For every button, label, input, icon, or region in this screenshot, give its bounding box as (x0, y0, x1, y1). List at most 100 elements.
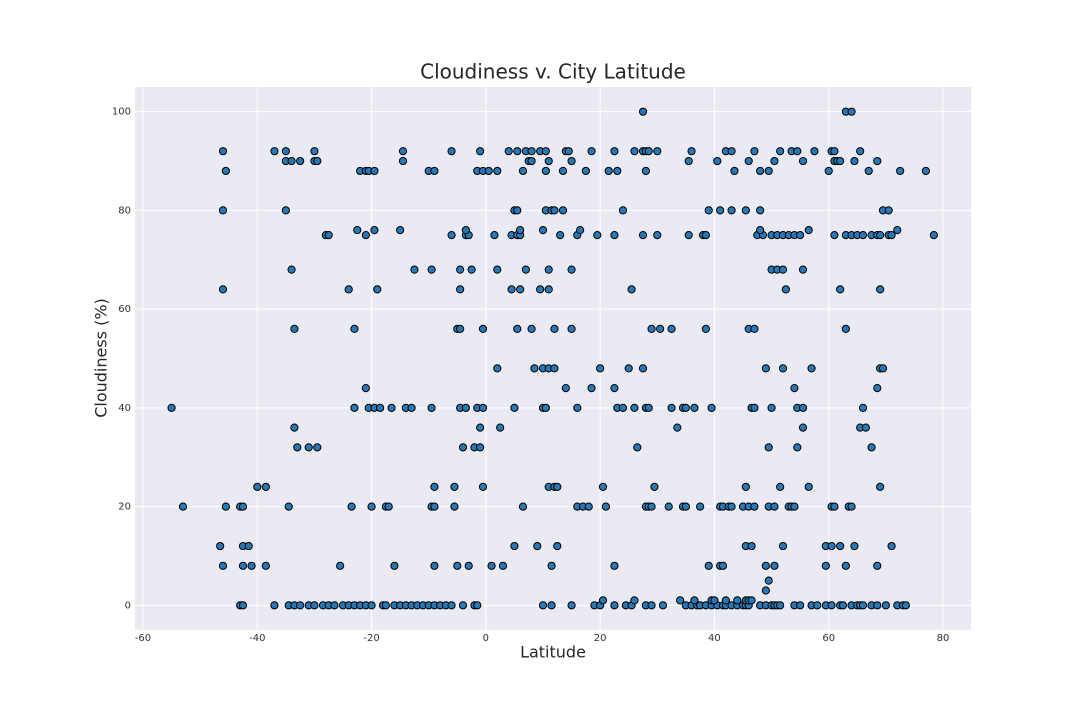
point (427, 265, 436, 274)
point (747, 596, 756, 605)
point (713, 156, 722, 166)
point (290, 324, 299, 333)
point (776, 482, 785, 491)
point (873, 561, 882, 570)
point (461, 226, 470, 235)
point (750, 502, 759, 511)
point (296, 601, 305, 610)
point (530, 364, 539, 373)
point (618, 403, 628, 412)
point (516, 285, 525, 294)
point (667, 324, 676, 333)
point (556, 230, 565, 240)
point (750, 403, 759, 412)
point (601, 502, 610, 511)
point (498, 561, 508, 570)
point (718, 561, 728, 570)
point (667, 403, 676, 412)
point (550, 324, 559, 333)
point (610, 561, 619, 570)
point (478, 482, 488, 491)
x-axis-label: Latitude (520, 643, 586, 662)
point (921, 166, 930, 176)
point (604, 166, 613, 176)
point (218, 285, 228, 294)
point (841, 561, 850, 570)
point (830, 502, 839, 511)
point (218, 206, 228, 215)
point (478, 403, 488, 412)
point (533, 541, 542, 551)
point (790, 384, 799, 393)
point (476, 443, 485, 452)
point (541, 166, 550, 176)
x-tick-label: 80 (937, 633, 950, 644)
point (798, 423, 808, 432)
point (458, 443, 468, 452)
point (796, 601, 805, 610)
point (781, 285, 790, 294)
point (410, 265, 419, 274)
point (493, 166, 502, 176)
point (384, 502, 393, 511)
point (553, 541, 562, 551)
point (750, 147, 759, 156)
point (461, 403, 470, 412)
point (644, 147, 653, 156)
point (387, 403, 396, 412)
x-tick-label: -20 (363, 633, 379, 644)
x-tick-label: 0 (483, 633, 489, 644)
point (778, 541, 788, 551)
point (447, 147, 456, 156)
point (367, 502, 376, 511)
point (821, 561, 830, 570)
point (627, 285, 636, 294)
point (647, 601, 656, 610)
point (253, 482, 262, 491)
point (761, 586, 770, 595)
point (513, 324, 522, 333)
point (310, 601, 319, 610)
point (544, 285, 553, 294)
point (527, 147, 536, 156)
point (221, 166, 230, 176)
point (856, 147, 865, 156)
point (493, 364, 502, 373)
point (747, 541, 756, 551)
point (770, 561, 779, 570)
point (538, 226, 548, 235)
point (478, 324, 488, 333)
point (430, 482, 439, 491)
point (610, 147, 619, 156)
point (684, 156, 693, 166)
point (850, 156, 859, 166)
point (793, 443, 802, 452)
point (776, 147, 785, 156)
point (564, 147, 573, 156)
point (456, 324, 465, 333)
point (558, 166, 568, 176)
y-tick-label: 40 (118, 403, 131, 414)
point (804, 226, 813, 235)
point (778, 364, 788, 373)
point (218, 147, 228, 156)
point (721, 596, 730, 605)
point (893, 226, 902, 235)
point (270, 601, 279, 610)
point (216, 541, 225, 551)
point (618, 206, 628, 215)
point (764, 576, 773, 585)
point (847, 502, 856, 511)
point (270, 147, 279, 156)
point (756, 226, 765, 235)
point (544, 156, 553, 166)
point (827, 541, 836, 551)
point (764, 166, 773, 176)
point (447, 230, 456, 240)
point (550, 206, 559, 215)
point (793, 147, 802, 156)
point (476, 423, 485, 432)
y-tick-label: 0 (125, 600, 131, 611)
point (347, 502, 356, 511)
